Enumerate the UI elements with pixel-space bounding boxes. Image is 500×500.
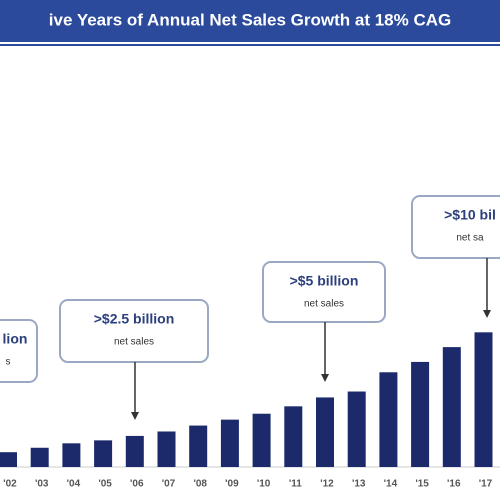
callout-arrowhead bbox=[483, 310, 491, 318]
bar bbox=[284, 406, 303, 467]
callout-box bbox=[262, 261, 386, 323]
x-tick-label: '04 bbox=[67, 479, 81, 490]
callout-sub: s bbox=[6, 357, 11, 368]
bar bbox=[252, 413, 271, 467]
bar bbox=[411, 361, 430, 467]
x-tick-label: '15 bbox=[415, 479, 429, 490]
callout-title: >$5 billion bbox=[290, 273, 359, 289]
bar bbox=[474, 332, 493, 467]
bar bbox=[62, 443, 81, 467]
bar bbox=[316, 397, 334, 467]
bar bbox=[30, 447, 49, 467]
bar bbox=[94, 440, 113, 467]
bar bbox=[442, 347, 461, 467]
callout-box bbox=[0, 319, 38, 383]
callout-sub: net sales bbox=[114, 337, 154, 348]
chart-title: ive Years of Annual Net Sales Growth at … bbox=[49, 10, 451, 29]
title-bar bbox=[0, 0, 500, 42]
x-tick-label: '10 bbox=[257, 479, 271, 490]
bar bbox=[157, 431, 176, 467]
x-tick-label: '07 bbox=[162, 479, 176, 490]
callout-arrowhead bbox=[131, 412, 139, 420]
callout-title: lion bbox=[3, 331, 28, 347]
x-tick-label: '14 bbox=[384, 479, 398, 490]
bar bbox=[379, 372, 398, 467]
x-tick-label: '06 bbox=[130, 479, 144, 490]
bar bbox=[347, 391, 366, 467]
x-tick-label: '11 bbox=[289, 479, 302, 490]
bar bbox=[189, 425, 208, 467]
callout-arrowhead bbox=[321, 374, 329, 382]
bar bbox=[220, 419, 239, 467]
x-tick-label: '17 bbox=[479, 479, 493, 490]
callout-box bbox=[59, 299, 209, 363]
x-tick-label: '16 bbox=[447, 479, 461, 490]
callout-title: >$2.5 billion bbox=[94, 311, 175, 327]
bar bbox=[0, 452, 17, 467]
callout-box bbox=[411, 195, 500, 259]
callout-sub: net sa bbox=[456, 233, 484, 244]
bar bbox=[125, 435, 144, 467]
x-tick-label: '13 bbox=[352, 479, 366, 490]
x-tick-label: '08 bbox=[193, 479, 207, 490]
x-tick-label: '12 bbox=[320, 479, 334, 490]
callout-sub: net sales bbox=[304, 299, 344, 310]
x-tick-label: '05 bbox=[98, 479, 112, 490]
x-tick-label: '03 bbox=[35, 479, 49, 490]
callout-title: >$10 bil bbox=[444, 207, 496, 223]
x-tick-label: '02 bbox=[3, 479, 17, 490]
x-tick-label: '09 bbox=[225, 479, 239, 490]
